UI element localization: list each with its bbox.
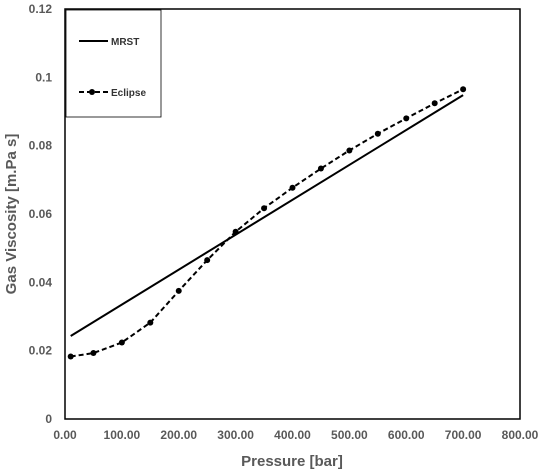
data-point-eclipse <box>317 165 324 172</box>
x-tick-label: 500.00 <box>331 428 368 442</box>
data-point-eclipse <box>67 353 74 360</box>
data-point-eclipse <box>232 228 239 235</box>
legend-label-mrst: MRST <box>111 37 139 48</box>
x-tick-label: 300.00 <box>217 428 254 442</box>
y-axis-ticks: 0 0.02 0.04 0.06 0.08 0.1 0.12 <box>29 2 53 426</box>
series-layer <box>67 86 467 360</box>
x-tick-label: 100.00 <box>104 428 141 442</box>
x-tick-label: 400.00 <box>274 428 311 442</box>
y-tick-label: 0.02 <box>29 344 53 358</box>
data-point-eclipse <box>147 319 154 326</box>
data-point-eclipse <box>431 100 438 107</box>
data-point-eclipse <box>175 287 182 294</box>
data-point-eclipse <box>90 350 97 357</box>
data-point-eclipse <box>261 205 268 212</box>
y-axis-title: Gas Viscosity [m.Pa s] <box>3 134 20 295</box>
x-axis-title: Pressure [bar] <box>241 453 343 470</box>
y-tick-label: 0.1 <box>35 70 52 84</box>
y-tick-label: 0.08 <box>29 139 53 153</box>
y-tick-label: 0.04 <box>29 275 53 289</box>
legend-box <box>65 9 162 118</box>
x-tick-label: 0.00 <box>53 428 77 442</box>
data-point-eclipse <box>374 130 381 137</box>
data-point-eclipse <box>204 257 211 264</box>
data-point-eclipse <box>289 184 296 191</box>
data-point-eclipse <box>118 339 125 346</box>
data-point-eclipse <box>460 86 467 93</box>
x-tick-label: 200.00 <box>160 428 197 442</box>
legend: MRST Eclipse <box>65 9 162 118</box>
data-point-eclipse <box>346 147 353 154</box>
series-line-mrst <box>70 94 464 337</box>
legend-label-eclipse: Eclipse <box>111 88 146 99</box>
y-tick-label: 0 <box>45 412 52 426</box>
x-axis-ticks: 0.00 100.00 200.00 300.00 400.00 500.00 600.00… <box>53 428 538 442</box>
x-tick-label: 700.00 <box>445 428 482 442</box>
data-point-eclipse <box>403 115 410 122</box>
y-tick-label: 0.12 <box>29 2 53 16</box>
y-tick-label: 0.06 <box>29 207 53 221</box>
x-tick-label: 800.00 <box>502 428 539 442</box>
x-tick-label: 600.00 <box>388 428 425 442</box>
legend-marker-eclipse <box>89 89 95 95</box>
